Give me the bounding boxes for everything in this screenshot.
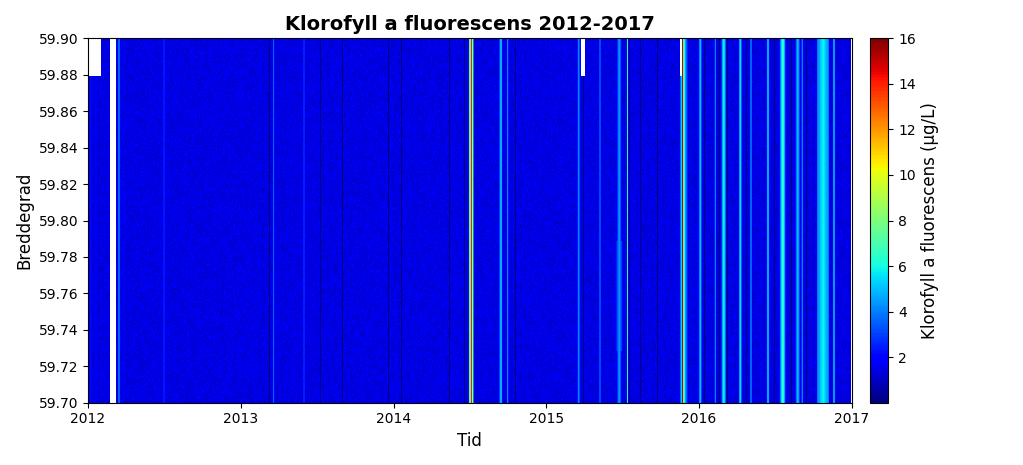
X-axis label: Tid: Tid	[457, 432, 482, 450]
Title: Klorofyll a fluorescens 2012-2017: Klorofyll a fluorescens 2012-2017	[284, 15, 655, 34]
Y-axis label: Breddegrad: Breddegrad	[15, 172, 33, 269]
Y-axis label: Klorofyll a fluorescens (µg/L): Klorofyll a fluorescens (µg/L)	[922, 102, 939, 339]
